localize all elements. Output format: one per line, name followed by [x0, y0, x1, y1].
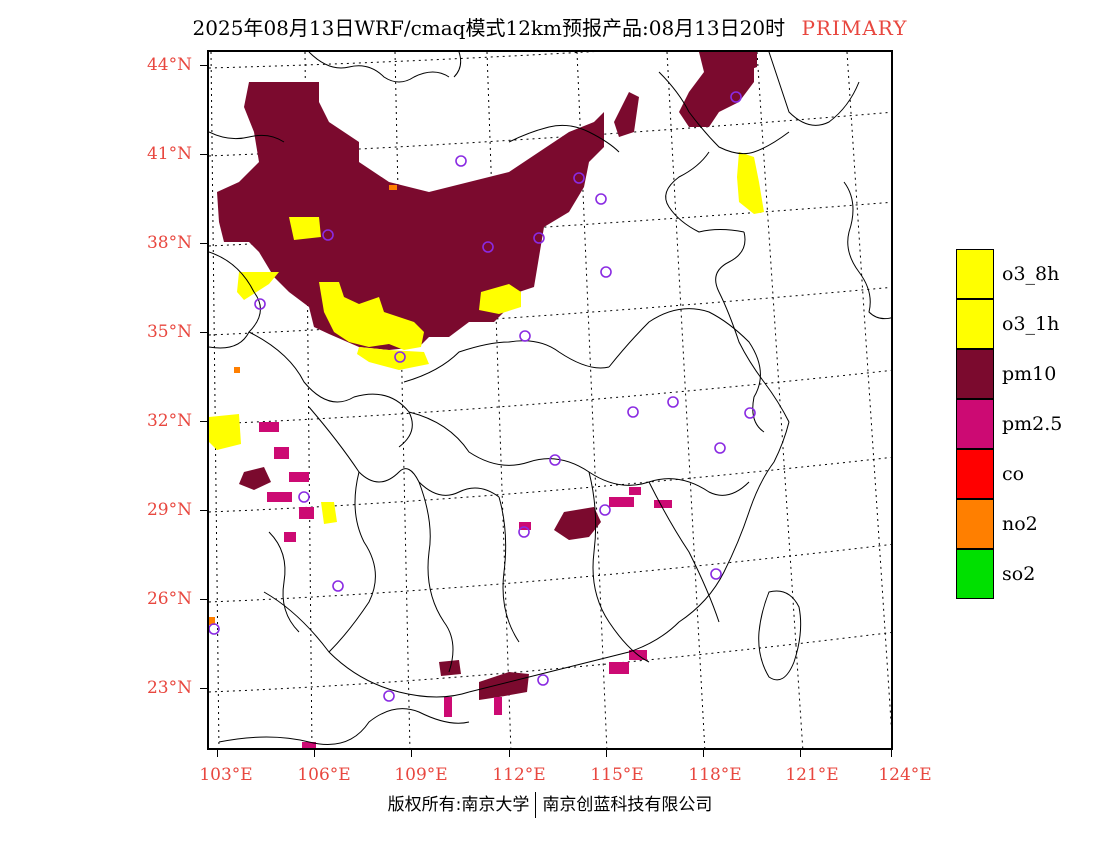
lon-label-124: 124°E — [878, 765, 932, 785]
company-text: 南京创蓝科技有限公司 — [542, 795, 713, 815]
legend-label: o3_1h — [1002, 313, 1060, 335]
no2-spots — [209, 185, 397, 625]
lon-label-115: 115°E — [590, 765, 644, 785]
lon-tick — [411, 750, 412, 757]
copyright-text: 版权所有:南京大学 — [387, 795, 530, 815]
station-markers — [209, 91, 756, 702]
legend-swatch — [956, 299, 994, 349]
lon-tick — [509, 750, 510, 757]
lat-label-26: 26°N — [146, 589, 192, 609]
legend-swatch — [956, 399, 994, 449]
lon-tick — [703, 750, 704, 757]
map-canvas — [209, 52, 891, 748]
lat-label-41: 41°N — [146, 144, 192, 164]
lat-tick — [200, 332, 207, 333]
copyright-footer: 版权所有:南京大学 南京创蓝科技有限公司 — [0, 790, 1100, 818]
lat-tick — [200, 421, 207, 422]
lon-tick — [314, 750, 315, 757]
legend-swatch — [956, 499, 994, 549]
legend-label: pm2.5 — [1002, 413, 1063, 435]
lat-tick — [200, 154, 207, 155]
boundaries — [209, 52, 891, 745]
lon-label-103: 103°E — [199, 765, 253, 785]
legend-swatch — [956, 449, 994, 499]
legend-swatch — [956, 249, 994, 299]
meridians — [210, 52, 891, 748]
lat-tick — [200, 510, 207, 511]
legend-label: no2 — [1002, 513, 1038, 535]
lat-tick — [200, 243, 207, 244]
o3-region — [209, 152, 764, 524]
primary-tag: PRIMARY — [801, 16, 908, 40]
lon-label-112: 112°E — [492, 765, 546, 785]
lon-tick — [800, 750, 801, 757]
lat-label-32: 32°N — [146, 411, 192, 431]
lat-tick — [200, 688, 207, 689]
title-text: 2025年08月13日WRF/cmaq模式12km预报产品:08月13日20时 — [192, 16, 786, 40]
lat-label-23: 23°N — [146, 678, 192, 698]
lat-label-35: 35°N — [146, 322, 192, 342]
legend-label: o3_8h — [1002, 263, 1060, 285]
legend-label: so2 — [1002, 563, 1036, 585]
lat-tick — [200, 65, 207, 66]
lon-tick — [891, 750, 892, 757]
map-title: 2025年08月13日WRF/cmaq模式12km预报产品:08月13日20时 … — [0, 12, 1100, 41]
pm25-region — [259, 422, 672, 748]
lon-label-106: 106°E — [297, 765, 351, 785]
pm10-region — [217, 52, 757, 700]
lon-label-121: 121°E — [785, 765, 839, 785]
lon-tick — [217, 750, 218, 757]
lat-tick — [200, 599, 207, 600]
forecast-map — [207, 50, 893, 750]
legend-label: pm10 — [1002, 363, 1057, 385]
lat-label-29: 29°N — [146, 500, 192, 520]
legend-label: co — [1002, 463, 1025, 485]
footer-divider — [535, 792, 537, 818]
legend-swatch — [956, 349, 994, 399]
lat-label-38: 38°N — [146, 233, 192, 253]
lon-label-109: 109°E — [394, 765, 448, 785]
legend-swatch — [956, 549, 994, 599]
lon-label-118: 118°E — [688, 765, 742, 785]
lat-label-44: 44°N — [146, 55, 192, 75]
lon-tick — [606, 750, 607, 757]
